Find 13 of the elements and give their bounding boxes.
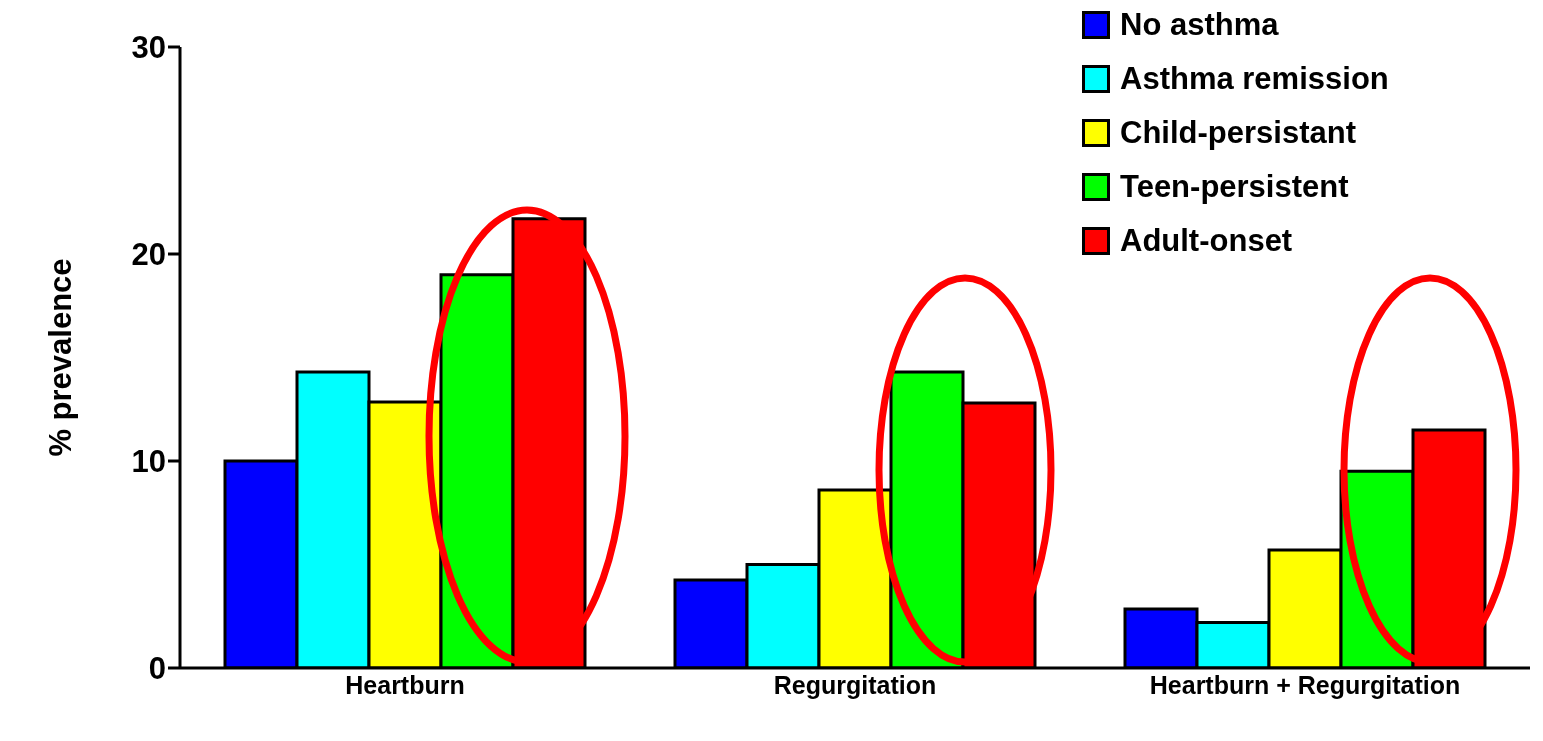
legend-label: Adult-onset — [1120, 222, 1293, 260]
legend-label: Asthma remission — [1120, 60, 1389, 98]
x-tick-label: Heartburn + Regurgitation — [1149, 670, 1461, 699]
legend-label: No asthma — [1120, 6, 1279, 44]
y-tick-label: 0 — [148, 651, 166, 687]
y-tick-label: 20 — [131, 237, 166, 273]
y-axis-title: % prevalence — [43, 258, 79, 457]
y-tick-label: 10 — [131, 444, 166, 480]
x-tick-label: Heartburn — [345, 670, 465, 699]
x-tick-label: Regurgitation — [773, 670, 937, 699]
legend-label: Teen-persistent — [1120, 168, 1349, 206]
legend-label: Child-persistant — [1120, 114, 1356, 152]
y-tick-label: 30 — [131, 30, 166, 66]
